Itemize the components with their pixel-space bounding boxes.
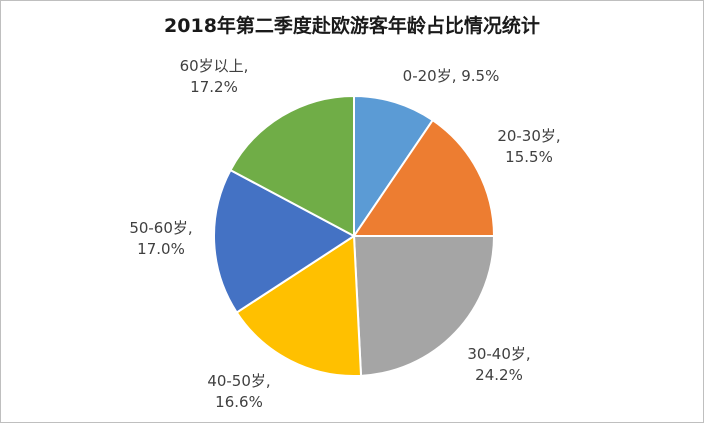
- pie-slice-30-40岁: [352, 235, 496, 377]
- data-label-20-30岁: 20-30岁, 15.5%: [497, 127, 560, 166]
- data-label-30-40岁: 30-40岁, 24.2%: [467, 345, 530, 384]
- data-label-40-50岁: 40-50岁, 16.6%: [207, 372, 270, 411]
- pie-slice-60岁以上: [229, 94, 355, 238]
- data-label-0-20岁: 0-20岁, 9.5%: [403, 67, 500, 85]
- pie-slice-50-60岁: [213, 168, 356, 314]
- pie-slice-40-50岁: [235, 234, 363, 377]
- chart-title: 2018年第二季度赴欧游客年龄占比情况统计: [164, 15, 540, 37]
- data-label-60岁以上: 60岁以上, 17.2%: [180, 57, 249, 96]
- pie-slice-20-30岁: [352, 118, 496, 237]
- data-label-50-60岁: 50-60岁, 17.0%: [129, 219, 192, 258]
- pie-slice-0-20岁: [353, 94, 435, 240]
